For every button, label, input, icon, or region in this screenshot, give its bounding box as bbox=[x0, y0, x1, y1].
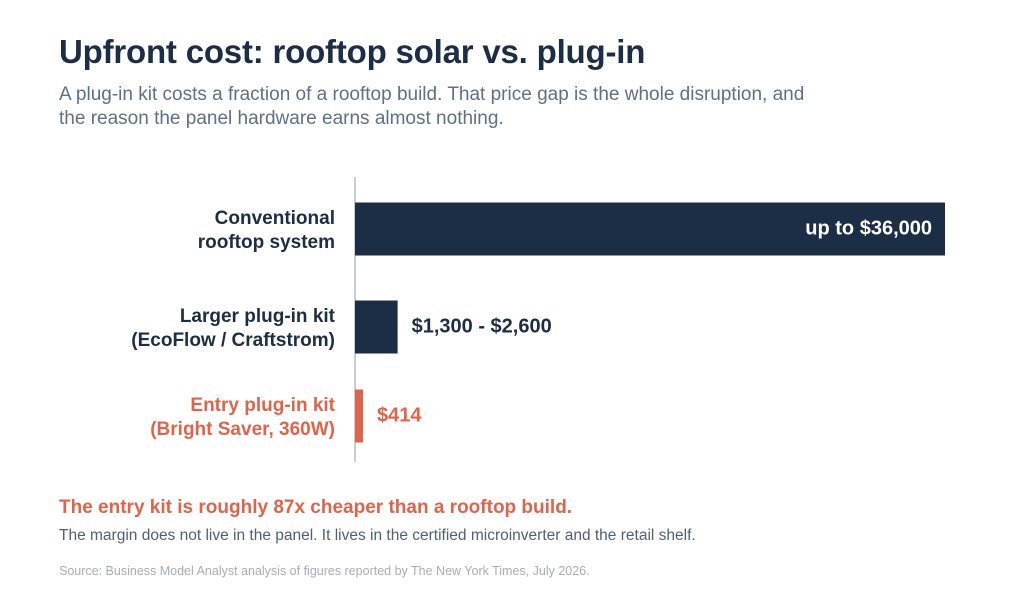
value-label-2: $1,300 - $2,600 bbox=[412, 315, 552, 337]
bar-3 bbox=[355, 389, 363, 443]
category-label-1: Conventional rooftop system bbox=[198, 208, 335, 253]
note-text: The margin does not live in the panel. I… bbox=[59, 527, 696, 544]
bar-2 bbox=[355, 300, 398, 354]
callout-text: The entry kit is roughly 87x cheaper tha… bbox=[59, 497, 573, 518]
source-note: Source: Business Model Analyst analysis … bbox=[59, 564, 590, 578]
chart-title: Upfront cost: rooftop solar vs. plug-in bbox=[59, 33, 646, 70]
category-label-2: Larger plug-in kit (EcoFlow / Craftstrom) bbox=[131, 306, 335, 351]
chart-subtitle: A plug-in kit costs a fraction of a roof… bbox=[59, 84, 805, 129]
value-label-1: up to $36,000 bbox=[805, 217, 932, 239]
category-label-3: Entry plug-in kit (Bright Saver, 360W) bbox=[150, 395, 335, 440]
bar-1 bbox=[355, 202, 945, 256]
value-label-3: $414 bbox=[377, 404, 422, 426]
